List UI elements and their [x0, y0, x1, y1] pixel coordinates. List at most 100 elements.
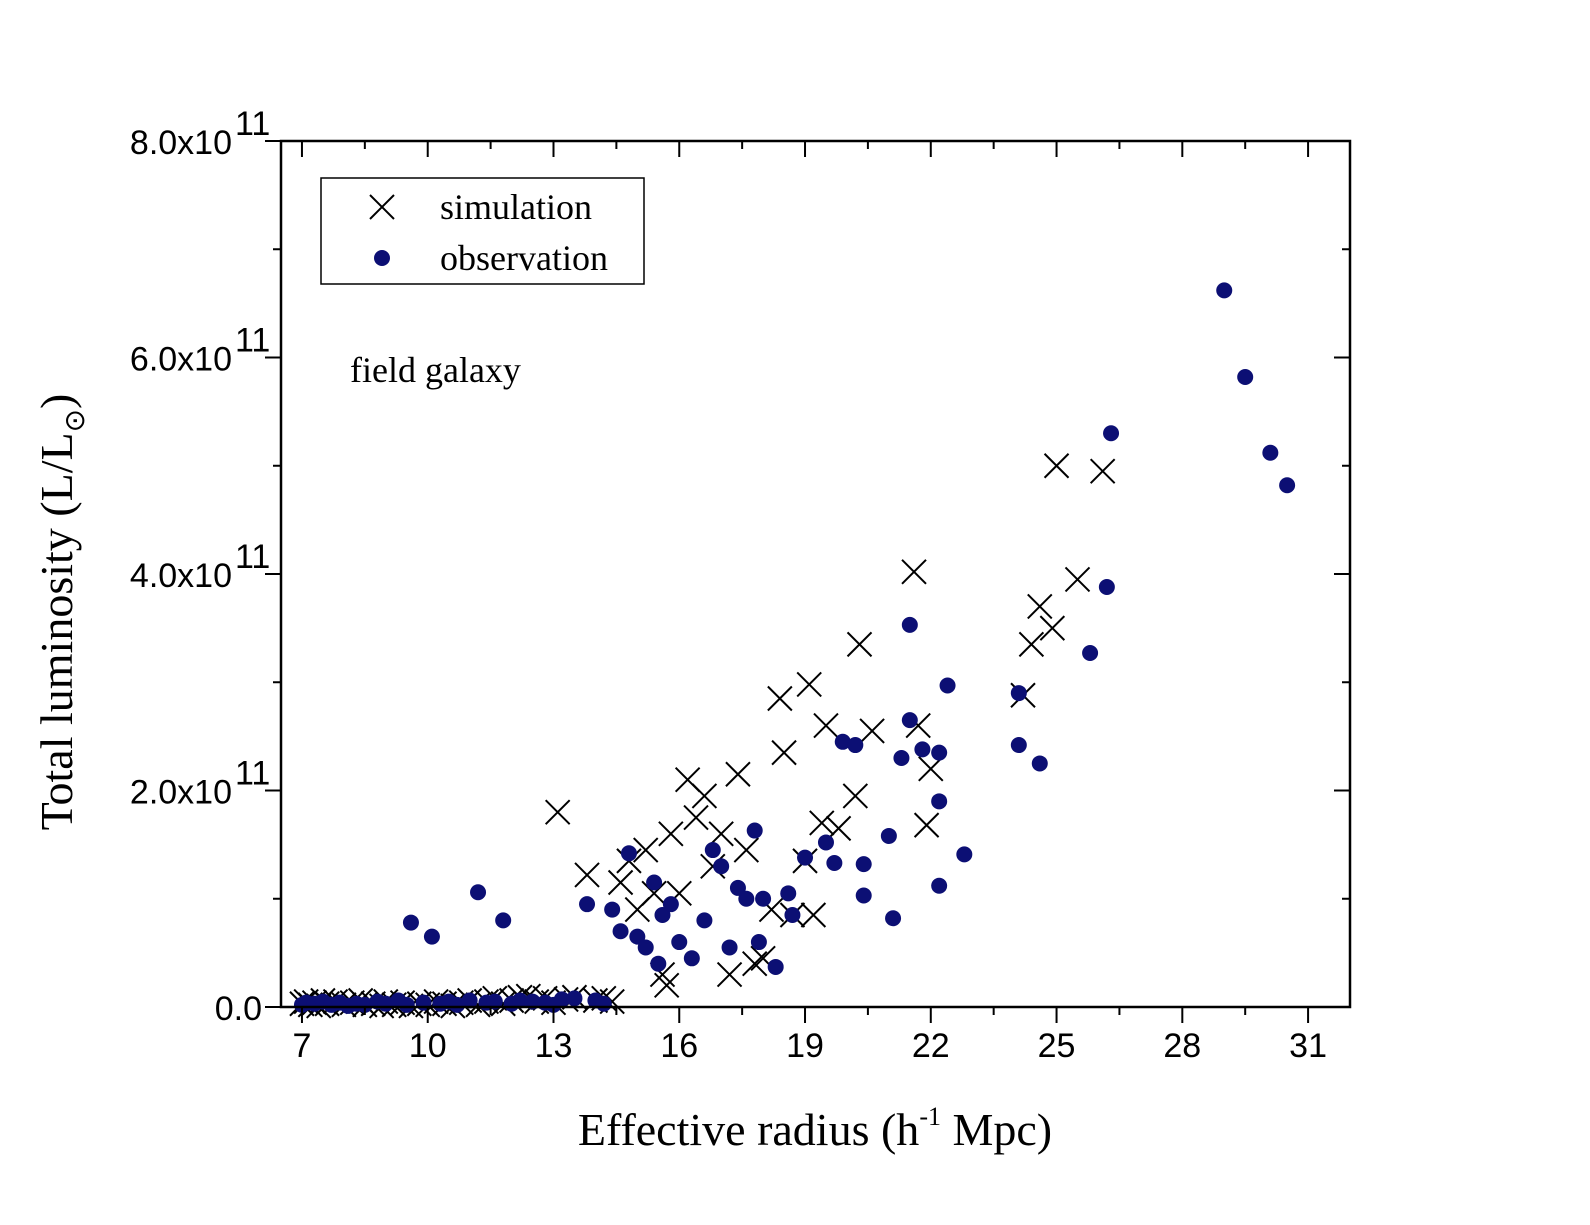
simulation-point — [859, 718, 885, 744]
simulation-point — [544, 799, 571, 825]
observation-point — [1098, 578, 1115, 595]
observation-point — [1082, 645, 1099, 662]
simulation-point — [800, 902, 827, 928]
observation-point — [901, 712, 918, 729]
x-axis-title-suffix: Mpc) — [941, 1104, 1052, 1155]
observation-point — [604, 901, 621, 918]
y-axis-title-suffix: ) — [31, 394, 82, 409]
observation-point — [662, 896, 679, 913]
observation-point — [826, 855, 843, 872]
observation-point — [553, 991, 570, 1008]
observation-point — [901, 616, 918, 633]
observation-point — [746, 822, 763, 839]
observation-point — [620, 845, 637, 862]
observation-point — [784, 906, 801, 923]
x-tick-label: 31 — [1289, 1027, 1327, 1065]
observation-point — [629, 928, 646, 945]
observation-point — [1237, 368, 1254, 385]
observation-point — [415, 994, 432, 1011]
svg-text:Effective radius (h-1 Mpc): Effective radius (h-1 Mpc) — [578, 1102, 1052, 1155]
x-tick-label: 10 — [409, 1027, 447, 1065]
simulation-point — [1018, 631, 1045, 658]
observation-point — [671, 934, 688, 951]
observation-point — [356, 996, 373, 1013]
observation-point — [398, 996, 415, 1013]
observation-point — [834, 733, 851, 750]
y-tick-label: 0.0 — [215, 990, 262, 1028]
simulation-point — [901, 559, 927, 585]
axis-ticks: 7 10 13 16 19 22 25 28 310.02.0x10 114.0x10 116.0x… — [130, 105, 1350, 1065]
x-tick-label: 7 — [292, 1027, 311, 1065]
x-tick-label: 22 — [912, 1027, 950, 1065]
observation-point — [495, 912, 512, 929]
observation-point — [1262, 444, 1279, 461]
observation-point — [1010, 685, 1027, 702]
observation-point — [470, 884, 487, 901]
observation-point — [767, 958, 784, 975]
legend-observation-marker — [374, 250, 390, 266]
simulation-point — [809, 810, 835, 836]
observation-point — [595, 995, 612, 1012]
observation-point — [880, 827, 897, 844]
simulation-point — [1064, 566, 1091, 593]
y-tick-label-exponent: 11 — [235, 538, 270, 576]
legend: simulation observation — [320, 177, 645, 285]
observation-point — [738, 890, 755, 907]
observation-series — [293, 282, 1296, 1014]
observation-point — [817, 834, 834, 851]
y-axis-title: Total luminosity (L/L⊙) — [31, 394, 91, 831]
simulation-point — [813, 712, 839, 739]
simulation-point — [700, 853, 726, 879]
observation-point — [939, 677, 956, 694]
simulation-point — [683, 804, 709, 831]
observation-point — [855, 856, 872, 873]
observation-point — [683, 950, 700, 967]
observation-point — [1031, 755, 1048, 772]
simulation-point — [653, 972, 680, 999]
observation-point — [486, 993, 503, 1010]
simulation-point — [716, 961, 743, 988]
svg-text:Total luminosity (L/L⊙): Total luminosity (L/L⊙) — [31, 394, 91, 831]
legend-simulation-label: simulation — [440, 187, 592, 227]
simulation-point — [1027, 593, 1053, 620]
x-tick-label: 28 — [1163, 1027, 1201, 1065]
observation-point — [855, 887, 872, 904]
x-tick-label: 13 — [535, 1027, 573, 1065]
y-tick-label-exponent: 11 — [235, 755, 270, 793]
observation-point — [449, 996, 466, 1013]
observation-point — [650, 955, 667, 972]
simulation-point — [842, 783, 869, 809]
y-tick-label-exponent: 11 — [235, 322, 270, 360]
observation-point — [797, 849, 814, 866]
observation-point — [931, 744, 948, 761]
observation-point — [646, 874, 663, 891]
simulation-point — [691, 783, 718, 809]
observation-point — [511, 992, 528, 1009]
y-axis-title-sub: ⊙ — [60, 409, 91, 432]
simulation-point — [846, 631, 873, 658]
observation-point — [713, 858, 730, 875]
observation-point — [914, 741, 931, 758]
y-axis-title-prefix: Total luminosity (L/L — [31, 432, 82, 830]
simulation-series — [289, 453, 1116, 1019]
observation-point — [931, 877, 948, 894]
simulation-point — [767, 685, 793, 712]
observation-point — [1216, 282, 1233, 299]
legend-observation-label: observation — [440, 238, 608, 278]
y-tick-label: 4.0x10 — [130, 557, 232, 595]
observation-point — [956, 846, 973, 863]
legend-cross-icon — [369, 194, 395, 220]
observation-point — [696, 912, 713, 929]
observation-point — [721, 939, 738, 956]
simulation-point — [918, 756, 944, 782]
simulation-point — [633, 837, 659, 863]
observation-point — [637, 939, 654, 956]
observation-point — [847, 737, 864, 754]
x-tick-label: 19 — [786, 1027, 824, 1065]
observation-point — [931, 793, 948, 810]
observation-point — [402, 914, 419, 931]
simulation-point — [725, 761, 751, 787]
y-tick-label: 8.0x10 — [130, 124, 232, 162]
simulation-point — [796, 671, 822, 698]
simulation-point — [641, 880, 667, 907]
